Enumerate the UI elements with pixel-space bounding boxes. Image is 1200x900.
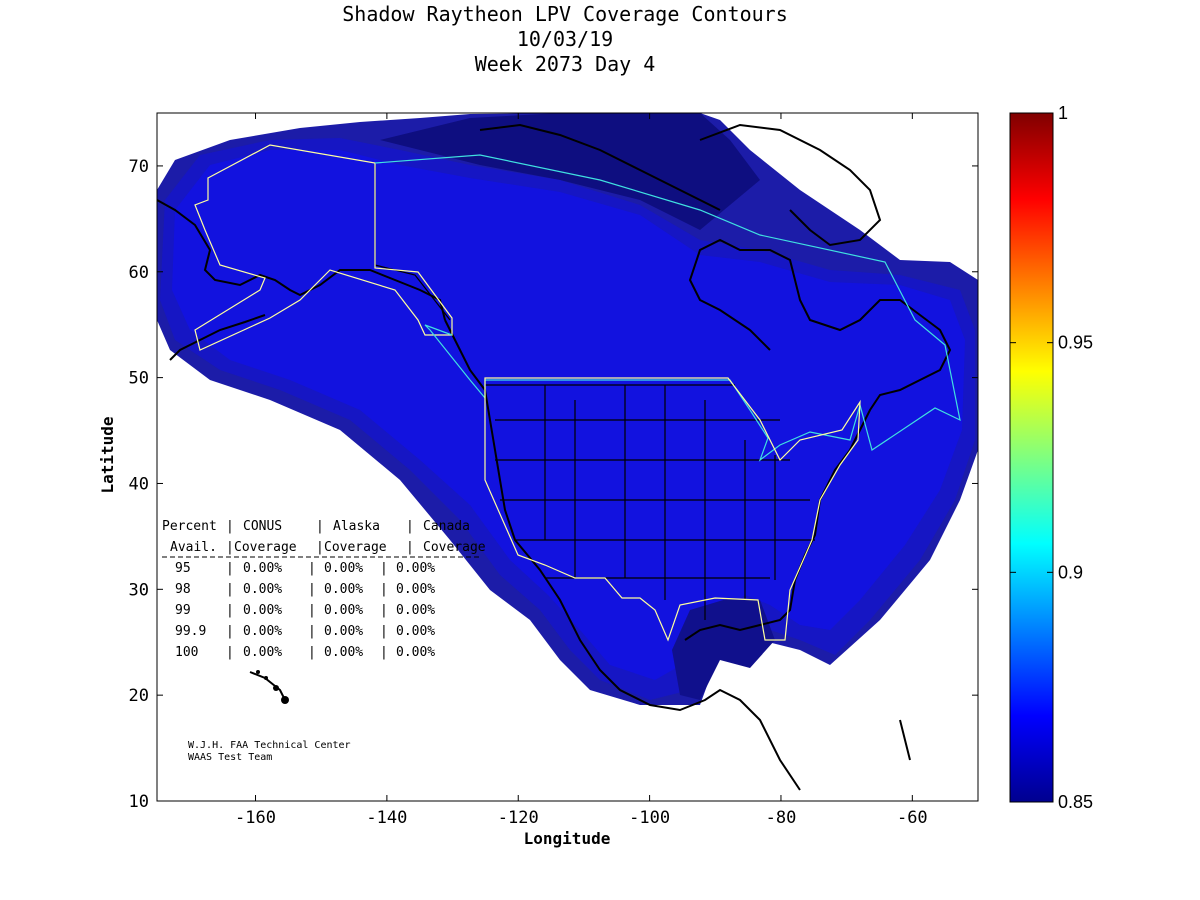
x-tick-label: -100 xyxy=(629,808,670,828)
plot-frame xyxy=(156,112,979,802)
x-tick-label: -160 xyxy=(235,808,276,828)
coastlines xyxy=(157,123,952,791)
hawaii-islands xyxy=(256,670,289,704)
chart-date: 10/03/19 xyxy=(517,27,613,51)
table-header-row2: Avail. | Coverage | Coverage | Coverage xyxy=(170,540,486,555)
x-tick-label: -60 xyxy=(897,808,928,828)
y-tick-label: 30 xyxy=(129,580,149,600)
colorbar-tick-label: 0.85 xyxy=(1058,792,1093,812)
chart-week: Week 2073 Day 4 xyxy=(475,52,656,76)
y-tick-label: 50 xyxy=(129,369,149,389)
x-tick-label: -140 xyxy=(366,808,407,828)
credit-line2: WAAS Test Team xyxy=(188,752,272,763)
y-tick-label: 60 xyxy=(129,263,149,283)
map-area xyxy=(157,113,978,801)
table-row: 99.9 | 0.00% | 0.00% | 0.00% xyxy=(175,624,435,639)
x-axis-label: Longitude xyxy=(524,829,611,848)
x-tick-label: -80 xyxy=(766,808,797,828)
y-tick-label: 20 xyxy=(129,686,149,706)
colorbar-ticks: 1 0.95 0.9 0.85 xyxy=(1010,103,1093,812)
x-tick-label: -120 xyxy=(498,808,539,828)
y-axis-label: Latitude xyxy=(98,416,117,493)
table-row: 99 | 0.00% | 0.00% | 0.00% xyxy=(175,603,435,618)
colorbar-tick-label: 0.9 xyxy=(1058,562,1083,582)
y-tick-label: 70 xyxy=(129,157,149,177)
coverage-gulf-region xyxy=(672,598,775,700)
credit-line1: W.J.H. FAA Technical Center xyxy=(188,740,351,751)
service-region-outlines xyxy=(194,144,961,642)
table-header-row1: Percent | CONUS | Alaska | Canada xyxy=(162,519,470,534)
conus-outline xyxy=(484,377,861,642)
chart-title: Shadow Raytheon LPV Coverage Contours xyxy=(342,2,788,26)
x-axis: -160 -140 -120 -100 -80 -60 xyxy=(235,113,928,828)
table-row: 98 | 0.00% | 0.00% | 0.00% xyxy=(175,582,435,597)
coverage-contour-dark xyxy=(380,113,760,230)
y-tick-label: 40 xyxy=(129,474,149,494)
y-axis: 10 20 30 40 50 60 70 xyxy=(129,157,978,812)
colorbar xyxy=(1009,112,1054,803)
coverage-table: Percent | CONUS | Alaska | Canada Avail. | C… xyxy=(162,519,486,660)
colorbar-tick-label: 1 xyxy=(1058,103,1068,123)
table-row: 100 | 0.00% | 0.00% | 0.00% xyxy=(175,645,435,660)
colorbar-tick-label: 0.95 xyxy=(1058,333,1093,353)
canada-outline xyxy=(374,154,961,462)
alaska-outline xyxy=(194,144,453,351)
y-tick-label: 10 xyxy=(129,792,149,812)
table-row: 95 | 0.00% | 0.00% | 0.00% xyxy=(175,561,435,576)
